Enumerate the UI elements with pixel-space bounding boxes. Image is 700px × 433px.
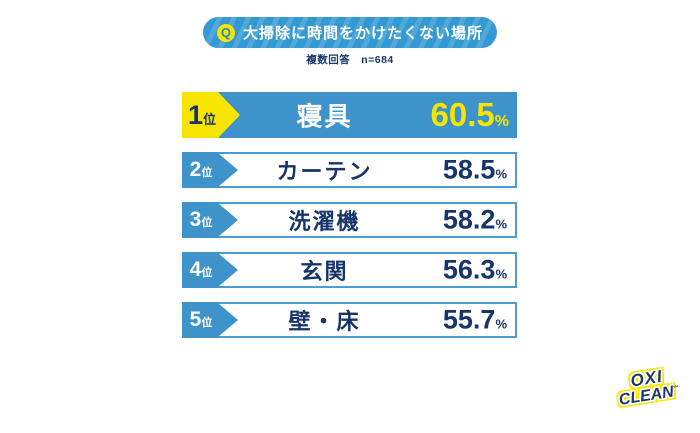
question-title: 大掃除に時間をかけたくない場所 [242, 25, 484, 42]
rank-suffix: 位 [201, 217, 213, 229]
rank-suffix: 位 [201, 167, 213, 179]
category-label: 玄関 [300, 259, 349, 284]
category-label: 壁・床 [288, 309, 361, 334]
value-number: 58.5 [442, 154, 496, 185]
value-number: 55.7 [442, 304, 496, 335]
rank-badge-text: 4 位 [190, 258, 213, 282]
rank-number: 5 [189, 308, 202, 331]
value-label: 55.7 % [443, 305, 507, 336]
oxiclean-logo: OXI CLEAN™ [602, 365, 694, 410]
value-unit: % [495, 216, 507, 232]
rank-suffix: 位 [203, 111, 217, 127]
rank-number: 1 [187, 99, 203, 130]
rank-number: 2 [189, 158, 202, 181]
rank-badge-text: 2 位 [190, 158, 213, 182]
rank-row-2: 2 位 カーテン 58.5 % [182, 152, 517, 188]
value-unit: % [495, 266, 507, 282]
rank-number: 3 [189, 208, 202, 231]
category-label: カーテン [276, 159, 373, 184]
rank-suffix: 位 [201, 267, 213, 279]
category-label: 寝具 [296, 101, 353, 132]
trademark-mark: ™ [672, 385, 680, 393]
value-label: 58.2 % [443, 205, 507, 236]
value-number: 56.3 [442, 254, 496, 285]
rank-row-3: 3 位 洗濯機 58.2 % [182, 202, 517, 238]
q-icon: Q [216, 23, 235, 42]
rank-badge-text: 3 位 [190, 208, 213, 232]
value-unit: % [494, 113, 509, 130]
category-label: 洗濯機 [288, 209, 361, 234]
rank-suffix: 位 [201, 317, 213, 329]
question-badge: Q 大掃除に時間をかけたくない場所 [202, 17, 498, 48]
rank-number: 4 [189, 258, 202, 281]
rank-badge-text: 5 位 [190, 308, 213, 332]
rank-row-4: 4 位 玄関 56.3 % [182, 252, 517, 288]
value-label: 60.5 % [431, 96, 509, 134]
value-label: 58.5 % [443, 155, 507, 186]
survey-note: 複数回答 n=684 [306, 54, 394, 66]
rank-row-5: 5 位 壁・床 55.7 % [182, 302, 517, 338]
value-unit: % [495, 166, 507, 182]
value-number: 58.2 [442, 204, 496, 235]
rank-badge-text: 1 位 [188, 100, 216, 131]
value-number: 60.5 [430, 96, 495, 133]
value-label: 56.3 % [443, 255, 507, 286]
rank-row-1: 1 位 寝具 60.5 % [182, 92, 517, 138]
value-unit: % [495, 316, 507, 332]
